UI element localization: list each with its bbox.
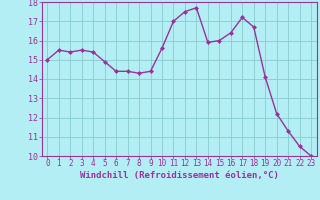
X-axis label: Windchill (Refroidissement éolien,°C): Windchill (Refroidissement éolien,°C) [80, 171, 279, 180]
